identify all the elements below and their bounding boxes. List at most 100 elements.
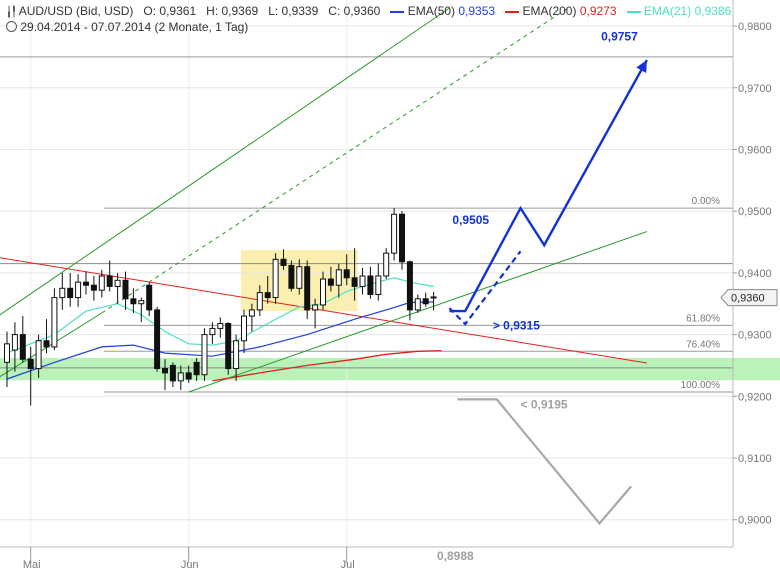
candle-body <box>122 279 129 300</box>
trend-line-downtrend <box>0 257 647 364</box>
candle-body <box>177 372 184 382</box>
candle-body <box>154 309 161 370</box>
current-price-label: 0,9360 <box>731 293 765 305</box>
candle-body <box>327 278 334 286</box>
candle-body <box>367 275 374 295</box>
y-tick-label: 0,9100 <box>738 453 772 465</box>
candle-body <box>43 340 50 348</box>
x-tick-label: Jul <box>341 559 355 571</box>
candle-body <box>375 275 382 295</box>
chart-header: ╽╿ AUD/USD (Bid, USD) O: 0,9361 H: 0,936… <box>6 4 731 18</box>
candle-body <box>430 296 437 299</box>
y-tick-label: 0,9700 <box>738 83 772 95</box>
candles-icon: ╽╿ <box>6 7 17 18</box>
y-tick-label: 0,9600 <box>738 144 772 156</box>
trend-line-channel-mid-dashed <box>101 7 569 314</box>
candle-body <box>209 327 216 336</box>
candle-body <box>67 287 74 299</box>
clock-icon <box>6 21 17 32</box>
x-tick-label: Jun <box>181 559 199 571</box>
fib-label: 0.00% <box>692 196 720 207</box>
candle-body <box>98 275 105 291</box>
bull-projection-dashed <box>448 250 522 326</box>
low-value: L: 0,9339 <box>268 4 319 18</box>
fib-label: 76.40% <box>686 339 720 350</box>
candle-body <box>359 275 366 287</box>
candle-body <box>343 269 350 279</box>
date-range-row: 29.04.2014 - 07.07.2014 (2 Monate, 1 Tag… <box>6 20 248 34</box>
symbol-title: AUD/USD (Bid, USD) <box>18 4 134 18</box>
candle-body <box>422 298 429 305</box>
candle-body <box>414 298 421 311</box>
candle-body <box>225 322 232 370</box>
candle-body <box>296 266 303 289</box>
date-range: 29.04.2014 - 07.07.2014 (2 Monate, 1 Tag… <box>20 20 249 34</box>
candle-body <box>138 300 145 305</box>
candle-body <box>114 279 121 287</box>
ema50-legend-value: 0,9353 <box>458 4 496 18</box>
label-0-9505: 0,9505 <box>452 213 489 227</box>
x-tick-label: Mai <box>23 559 41 571</box>
candle-body <box>304 266 311 311</box>
candle-body <box>335 269 342 286</box>
candle-body <box>130 298 137 305</box>
candle-body <box>241 315 247 342</box>
support-zone <box>0 358 780 381</box>
open-value: O: 0,9361 <box>143 4 197 18</box>
arrow-head <box>636 60 647 73</box>
candle-body <box>256 292 263 311</box>
y-tick-label: 0,9400 <box>738 268 772 280</box>
bear-projection-path <box>457 398 632 526</box>
candle-body <box>75 281 82 299</box>
candle-body <box>399 213 405 263</box>
y-tick-label: 0,9200 <box>738 391 772 403</box>
candle-body <box>201 334 208 376</box>
candle-body <box>264 292 271 299</box>
candle-body <box>406 261 413 311</box>
trend-line-channel-upper <box>0 7 450 316</box>
y-tick-label: 0,9500 <box>738 206 772 218</box>
y-tick-label: 0,9000 <box>738 515 772 527</box>
candle-body <box>217 322 224 329</box>
candle-body <box>288 264 295 289</box>
fib-label: 100.00% <box>681 380 721 391</box>
candle-body <box>391 213 398 254</box>
fib-label: 61.80% <box>686 313 720 324</box>
current-price-tag <box>720 289 778 307</box>
label-0-8988: 0,8988 <box>437 549 474 563</box>
ema50-legend-label: EMA(50) <box>407 4 456 18</box>
candle-body <box>19 334 26 360</box>
label-0-9757: 0,9757 <box>601 30 638 44</box>
ema200-line <box>212 349 442 382</box>
candle-body <box>59 287 66 299</box>
candle-body <box>51 297 58 348</box>
candle-body <box>35 340 42 370</box>
ema21-legend-swatch <box>626 10 641 13</box>
candle-body <box>106 275 113 287</box>
ema50-legend-swatch <box>390 10 405 13</box>
close-value: C: 0,9360 <box>328 4 381 18</box>
candle-body <box>83 281 89 286</box>
y-tick-label: 0,9800 <box>738 21 772 33</box>
candle-body <box>162 368 168 374</box>
candle-body <box>280 258 287 266</box>
candle-body <box>169 364 176 382</box>
candle-body <box>27 358 34 370</box>
ema200-legend-label: EMA(200) <box>522 4 577 18</box>
candle-body <box>233 340 240 370</box>
candle-body <box>272 258 279 299</box>
ema21-legend-value: 0,9386 <box>694 4 732 18</box>
candle-body <box>312 304 319 311</box>
high-value: H: 0,9369 <box>206 4 259 18</box>
candle-body <box>383 252 390 277</box>
candle-body <box>4 343 10 363</box>
candle-body <box>146 284 153 311</box>
y-tick-label: 0,9300 <box>738 330 772 342</box>
ema200-legend-swatch <box>505 10 520 13</box>
candle-body <box>90 284 97 291</box>
candle-body <box>320 278 326 306</box>
ema200-legend-value: 0,9273 <box>579 4 617 18</box>
label-0-9315: > 0,9315 <box>493 318 540 332</box>
candle-body <box>351 277 358 287</box>
